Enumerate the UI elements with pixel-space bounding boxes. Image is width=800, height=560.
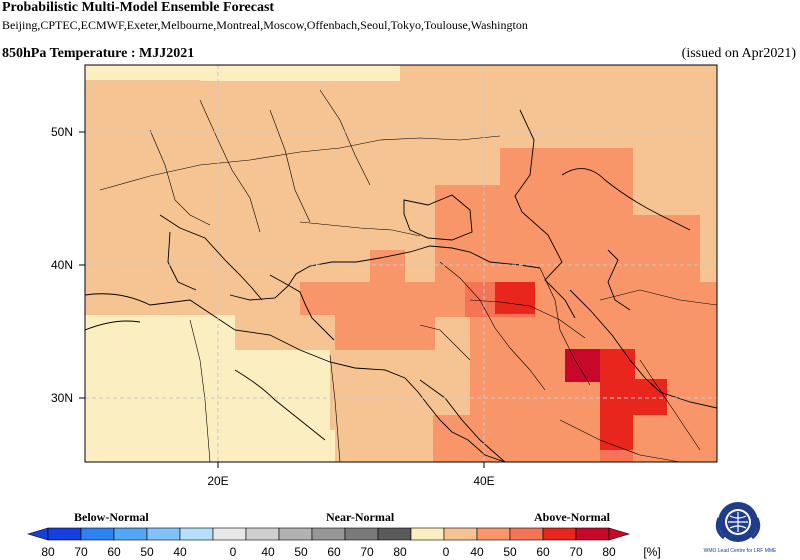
legend-tick-label: 80 [393,545,407,559]
legend-tick-label: 0 [443,545,450,559]
probability-cell [633,215,700,282]
above-normal-label: Above-Normal [534,510,610,524]
legend-tick-label: 60 [536,545,550,559]
legend-tick-label: 50 [140,545,154,559]
lon-label-20e: 20E [207,474,228,488]
legend-below-swatch [146,527,181,541]
issued-date: (issued on Apr2021) [681,46,796,61]
probability-cell [85,315,235,462]
legend-near-swatch [311,527,346,541]
probability-cell [670,349,717,379]
variable-title: 850hPa Temperature : MJJ2021 [2,46,195,61]
legend-tick-label: 70 [360,545,374,559]
legend-above-swatch [509,527,544,541]
legend-unit: [%] [643,545,660,559]
probability-cell [495,282,535,314]
probability-cell [600,415,633,450]
lat-label-50n: 50N [51,125,73,139]
probability-cell [300,282,335,315]
legend-ticks: 80 70 60 50 40 0 40 50 60 70 80 0 40 50 60 70 80 [41,545,616,559]
probability-cell [300,430,335,462]
legend-tick-label: 40 [470,545,484,559]
legend-tick-label: 50 [294,545,308,559]
map-area [85,65,717,462]
probability-cell [435,282,470,317]
legend-tick-label: 0 [230,545,237,559]
legend-above-swatch [542,527,577,541]
probability-cell [335,282,435,350]
legend-near-swatch [212,527,247,541]
legend-above-arrow [608,527,631,541]
probability-cell [470,379,600,415]
wmo-logo-text: WMO Lead Centre for LRF MME [703,548,777,554]
probability-cell [565,349,600,382]
legend-tick-label: 70 [74,545,88,559]
probability-cell [470,319,717,349]
wmo-emblem-icon [715,502,761,542]
legend-above-swatch [410,527,445,541]
color-legend [26,527,631,541]
probability-cell [500,148,633,282]
legend-below-arrow [26,527,49,541]
legend-tick-label: 70 [569,545,583,559]
probability-cell [370,250,405,282]
legend-tick-label: 60 [107,545,121,559]
legend-near-swatch [278,527,313,541]
coastlines [85,109,717,462]
below-normal-label: Below-Normal [74,510,149,524]
legend-tick-label: 50 [503,545,517,559]
legend-near-swatch [245,527,280,541]
probability-cell [433,415,600,462]
probability-cell [85,65,200,80]
legend-above-swatch [443,527,478,541]
legend-below-swatch [80,527,115,541]
lat-label-40n: 40N [51,258,73,272]
page-title: Probabilistic Multi-Model Ensemble Forec… [2,0,275,15]
legend-below-swatch [179,527,214,541]
legend-near-swatch [344,527,379,541]
legend-tick-label: 40 [261,545,275,559]
legend-above-swatch [476,527,511,541]
legend-tick-label: 40 [173,545,187,559]
probability-cell [200,65,400,81]
probability-cell [600,379,667,415]
country-borders [99,89,717,462]
legend-below-swatch [113,527,148,541]
legend-tick-label: 80 [602,545,616,559]
near-normal-label: Near-Normal [326,510,395,524]
probability-cell [700,415,717,462]
lon-label-40e: 40E [473,474,494,488]
graticule [85,65,717,462]
legend-near-swatch [377,527,412,541]
legend-below-swatch [47,527,82,541]
lat-label-30n: 30N [51,391,73,405]
legend-above-swatch [575,527,610,541]
legend-tick-label: 80 [41,545,55,559]
centres-list: Beijing,CPTEC,ECMWF,Exeter,Melbourne,Mon… [2,18,528,32]
probability-cells [85,65,717,462]
legend-tick-label: 60 [327,545,341,559]
map-frame [84,64,718,463]
